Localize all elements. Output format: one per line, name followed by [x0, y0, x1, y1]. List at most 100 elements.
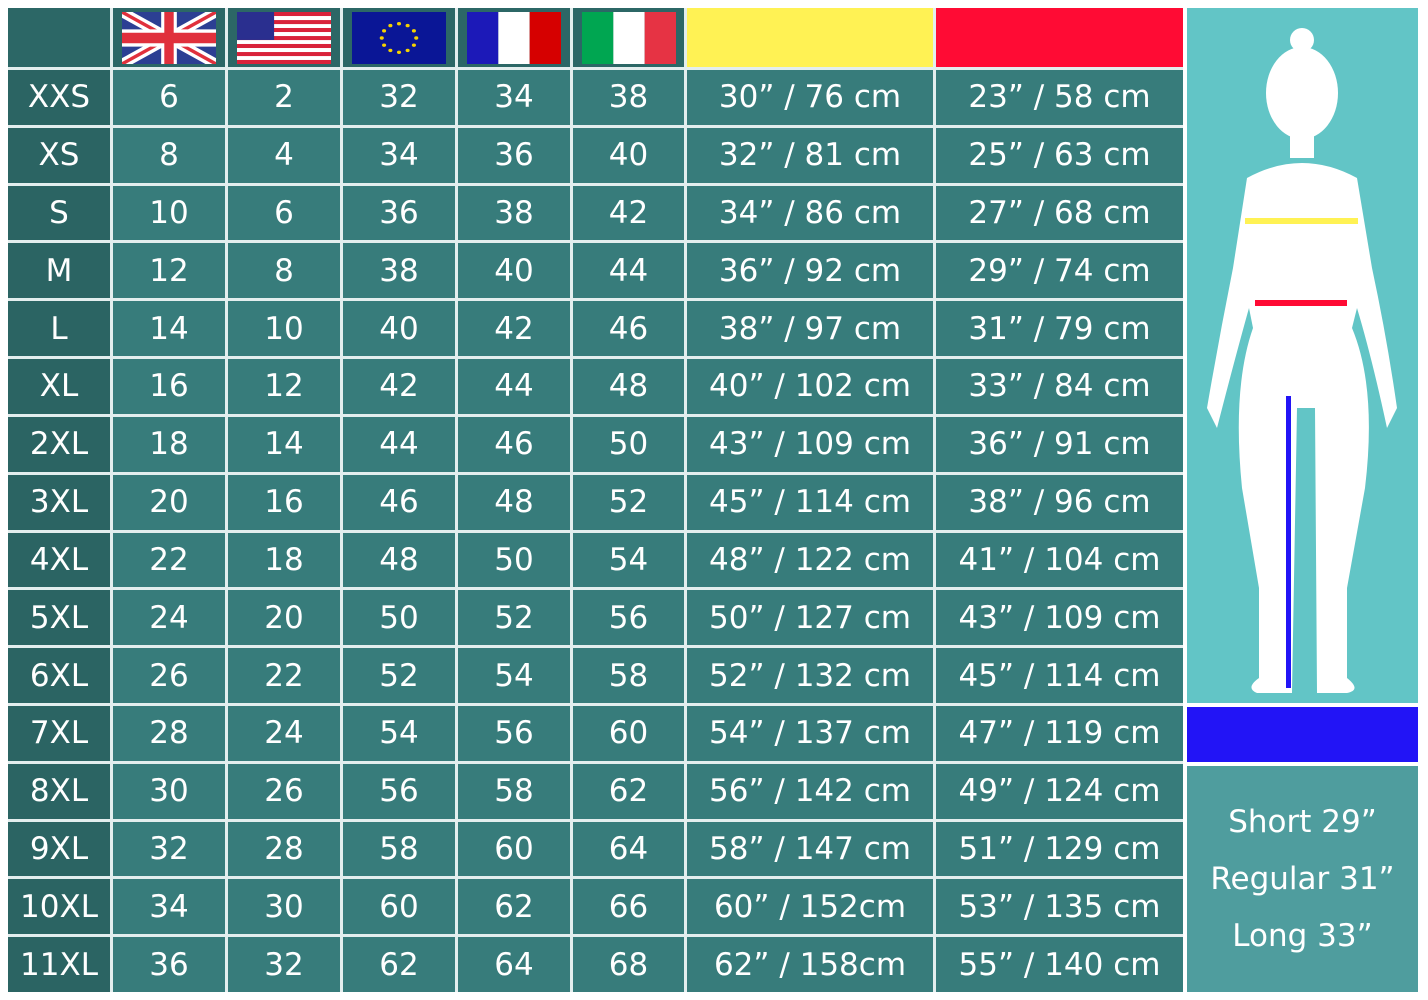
cell-italy: 48	[573, 359, 684, 414]
cell-size: 6XL	[8, 648, 110, 703]
cell-france: 62	[458, 879, 570, 935]
cell-size: 9XL	[8, 821, 110, 877]
cell-bust: 43” / 109 cm	[687, 416, 933, 472]
body-silhouette-icon	[1207, 28, 1397, 693]
cell-france: 54	[458, 648, 570, 703]
header-bust-color	[687, 8, 933, 67]
cell-waist: 27” / 68 cm	[936, 185, 1183, 241]
cell-uk: 36	[113, 937, 225, 992]
inseam-regular: Regular 31”	[1210, 860, 1395, 897]
cell-uk: 26	[113, 648, 225, 703]
cell-bust: 34” / 86 cm	[687, 185, 933, 241]
cell-waist: 23” / 58 cm	[936, 70, 1183, 125]
cell-us: 6	[228, 185, 340, 241]
cell-italy: 56	[573, 590, 684, 646]
cell-us: 12	[228, 359, 340, 414]
cell-bust: 40” / 102 cm	[687, 359, 933, 414]
uk-flag-icon	[122, 11, 216, 64]
inseam-color-swatch	[1187, 707, 1418, 762]
cell-france: 38	[458, 185, 570, 241]
cell-france: 40	[458, 243, 570, 299]
cell-france: 36	[458, 127, 570, 183]
cell-us: 4	[228, 127, 340, 183]
cell-size: XL	[8, 359, 110, 414]
cell-size: 5XL	[8, 590, 110, 646]
cell-bust: 60” / 152cm	[687, 879, 933, 935]
cell-bust: 50” / 127 cm	[687, 590, 933, 646]
cell-france: 52	[458, 590, 570, 646]
cell-bust: 54” / 137 cm	[687, 705, 933, 761]
cell-italy: 44	[573, 243, 684, 299]
cell-size: 7XL	[8, 705, 110, 761]
cell-eu: 42	[343, 359, 455, 414]
cell-uk: 20	[113, 474, 225, 530]
cell-waist: 36” / 91 cm	[936, 416, 1183, 472]
cell-size: 3XL	[8, 474, 110, 530]
cell-waist: 41” / 104 cm	[936, 532, 1183, 588]
header-us	[228, 8, 340, 67]
size-chart-table: XXS 6 2 32 34 38 30” / 76 cm 23” / 58 cm XS 8 4 34 3…	[8, 8, 1183, 992]
inseam-long: Long 33”	[1232, 917, 1373, 954]
cell-uk: 10	[113, 185, 225, 241]
cell-italy: 58	[573, 648, 684, 703]
header-eu	[343, 8, 455, 67]
cell-eu: 40	[343, 301, 455, 357]
cell-eu: 52	[343, 648, 455, 703]
cell-italy: 66	[573, 879, 684, 935]
cell-france: 58	[458, 763, 570, 819]
cell-bust: 48” / 122 cm	[687, 532, 933, 588]
eu-flag-icon	[352, 11, 446, 64]
cell-italy: 68	[573, 937, 684, 992]
cell-eu: 36	[343, 185, 455, 241]
cell-waist: 33” / 84 cm	[936, 359, 1183, 414]
cell-bust: 58” / 147 cm	[687, 821, 933, 877]
body-figure-panel	[1187, 8, 1418, 703]
cell-size: 2XL	[8, 416, 110, 472]
cell-us: 14	[228, 416, 340, 472]
cell-france: 64	[458, 937, 570, 992]
cell-waist: 29” / 74 cm	[936, 243, 1183, 299]
cell-size: M	[8, 243, 110, 299]
cell-uk: 30	[113, 763, 225, 819]
cell-bust: 30” / 76 cm	[687, 70, 933, 125]
cell-us: 26	[228, 763, 340, 819]
cell-italy: 62	[573, 763, 684, 819]
cell-us: 8	[228, 243, 340, 299]
cell-italy: 60	[573, 705, 684, 761]
cell-size: 4XL	[8, 532, 110, 588]
france-flag-icon	[467, 11, 561, 64]
cell-france: 50	[458, 532, 570, 588]
cell-size: 8XL	[8, 763, 110, 819]
cell-italy: 52	[573, 474, 684, 530]
cell-eu: 48	[343, 532, 455, 588]
cell-uk: 22	[113, 532, 225, 588]
cell-eu: 54	[343, 705, 455, 761]
header-france	[458, 8, 570, 67]
header-waist-color	[936, 8, 1183, 67]
cell-waist: 38” / 96 cm	[936, 474, 1183, 530]
cell-italy: 38	[573, 70, 684, 125]
cell-bust: 56” / 142 cm	[687, 763, 933, 819]
cell-us: 2	[228, 70, 340, 125]
cell-uk: 24	[113, 590, 225, 646]
cell-uk: 18	[113, 416, 225, 472]
cell-uk: 14	[113, 301, 225, 357]
header-uk	[113, 8, 225, 67]
cell-waist: 53” / 135 cm	[936, 879, 1183, 935]
cell-waist: 55” / 140 cm	[936, 937, 1183, 992]
cell-france: 48	[458, 474, 570, 530]
cell-eu: 50	[343, 590, 455, 646]
cell-us: 30	[228, 879, 340, 935]
cell-uk: 8	[113, 127, 225, 183]
cell-italy: 46	[573, 301, 684, 357]
cell-size: 10XL	[8, 879, 110, 935]
cell-us: 32	[228, 937, 340, 992]
cell-eu: 62	[343, 937, 455, 992]
cell-eu: 44	[343, 416, 455, 472]
cell-eu: 58	[343, 821, 455, 877]
cell-waist: 25” / 63 cm	[936, 127, 1183, 183]
cell-waist: 43” / 109 cm	[936, 590, 1183, 646]
cell-us: 18	[228, 532, 340, 588]
cell-waist: 51” / 129 cm	[936, 821, 1183, 877]
cell-france: 42	[458, 301, 570, 357]
